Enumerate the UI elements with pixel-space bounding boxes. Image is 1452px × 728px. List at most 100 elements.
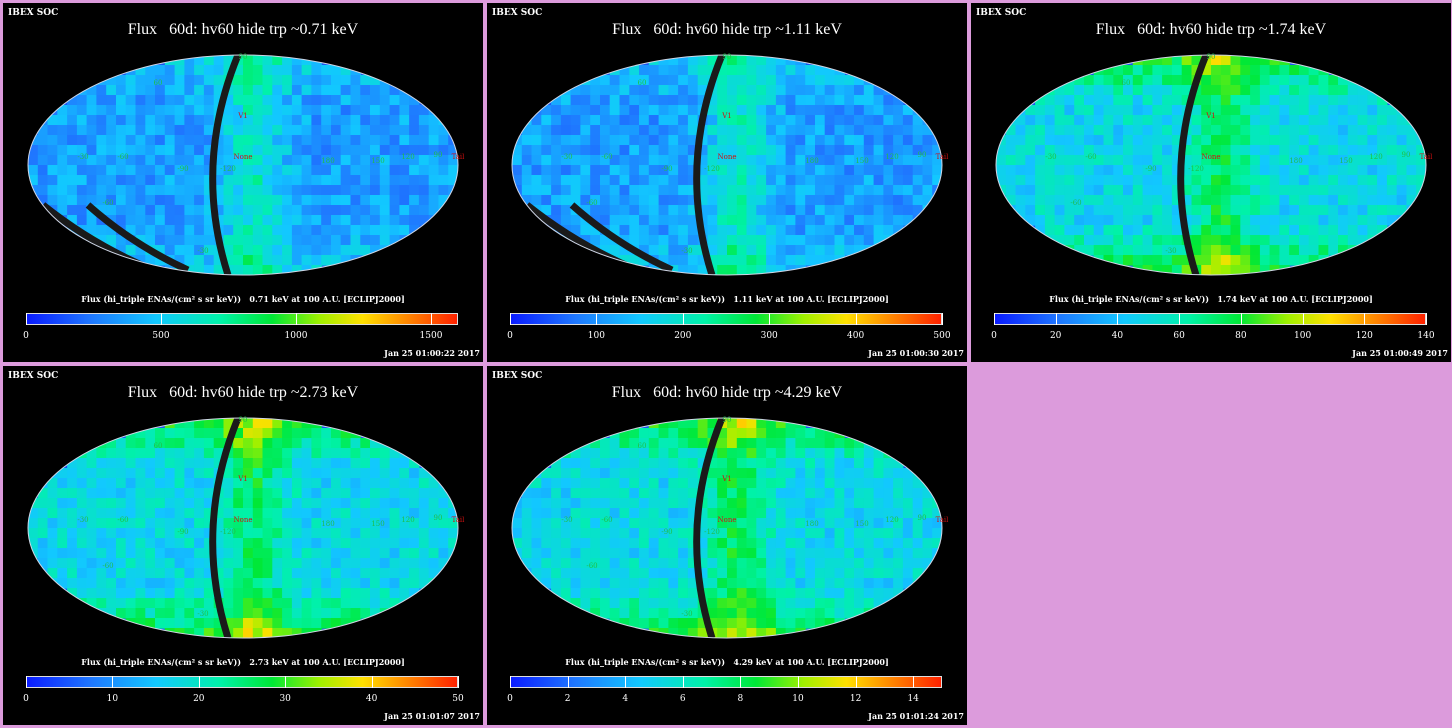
map-pixel	[379, 115, 391, 126]
map-pixel	[321, 618, 332, 629]
map-pixel	[785, 165, 796, 176]
map-pixel	[912, 185, 924, 196]
map-pixel	[282, 468, 293, 479]
map-pixel	[1338, 165, 1349, 176]
map-pixel	[668, 215, 679, 226]
map-pixel	[795, 478, 806, 489]
map-pixel	[795, 538, 806, 549]
map-pixel	[1211, 115, 1222, 126]
map-pixel	[1396, 165, 1408, 176]
map-pixel	[360, 205, 371, 216]
map-pixel	[815, 498, 826, 509]
map-pixel	[272, 225, 283, 236]
map-pixel	[619, 468, 630, 479]
map-pixel	[541, 498, 552, 509]
map-pixel	[639, 75, 650, 86]
map-pixel	[233, 225, 244, 236]
map-pixel	[766, 165, 777, 176]
map-pixel	[301, 105, 312, 116]
map-pixel	[805, 528, 816, 539]
map-pixel	[785, 508, 796, 519]
map-pixel	[47, 185, 58, 196]
map-pixel	[291, 468, 303, 479]
map-pixel	[360, 488, 371, 499]
map-pixel	[863, 165, 875, 176]
map-pixel	[785, 215, 796, 226]
map-pixel	[174, 488, 185, 499]
map-pixel	[805, 588, 816, 599]
map-pixel	[1367, 195, 1378, 206]
map-pixel	[854, 528, 865, 539]
map-pixel	[1093, 145, 1105, 156]
map-pixel	[795, 438, 806, 449]
map-pixel	[1035, 105, 1046, 116]
map-pixel	[399, 538, 410, 549]
map-pixel	[379, 448, 391, 459]
map-pixel	[775, 85, 787, 96]
map-pixel	[775, 105, 787, 116]
map-pixel	[541, 135, 552, 146]
map-pixel	[252, 628, 264, 638]
map-label: None	[718, 516, 737, 524]
map-pixel	[893, 185, 904, 196]
map-pixel	[551, 165, 562, 176]
map-pixel	[815, 488, 826, 499]
map-pixel	[717, 618, 728, 629]
map-pixel	[551, 538, 562, 549]
map-pixel	[262, 55, 273, 66]
map-pixel	[912, 478, 924, 489]
map-pixel	[370, 175, 381, 186]
map-pixel	[648, 65, 660, 76]
map-pixel	[1396, 205, 1408, 216]
map-pixel	[282, 438, 293, 449]
map-pixel	[1181, 205, 1193, 216]
map-pixel	[155, 478, 166, 489]
map-pixel	[1191, 215, 1202, 226]
map-pixel	[902, 205, 914, 216]
map-pixel	[756, 498, 767, 509]
map-pixel	[678, 55, 689, 66]
map-pixel	[252, 458, 264, 469]
map-pixel	[717, 75, 728, 86]
map-pixel	[668, 175, 679, 186]
map-pixel	[272, 245, 283, 256]
map-pixel	[863, 538, 875, 549]
map-pixel	[551, 568, 562, 579]
map-pixel	[145, 85, 156, 96]
map-pixel	[775, 458, 787, 469]
map-pixel	[922, 205, 933, 216]
map-pixel	[340, 478, 352, 489]
map-pixel	[697, 95, 709, 106]
map-pixel	[1328, 145, 1339, 156]
map-pixel	[1152, 235, 1163, 246]
map-pixel	[815, 145, 826, 156]
map-pixel	[272, 185, 283, 196]
map-pixel	[883, 538, 894, 549]
map-pixel	[272, 608, 283, 619]
map-pixel	[580, 478, 591, 489]
map-pixel	[194, 558, 205, 569]
map-pixel	[775, 588, 787, 599]
map-pixel	[570, 548, 581, 559]
colorbar	[26, 676, 458, 688]
map-pixel	[590, 518, 601, 529]
map-pixel	[174, 155, 185, 166]
map-pixel	[203, 135, 215, 146]
map-pixel	[282, 528, 293, 539]
map-pixel	[795, 488, 806, 499]
colorbar-tick-label: 1500	[419, 331, 443, 341]
map-label: 60	[638, 79, 647, 87]
map-pixel	[687, 265, 699, 275]
map-pixel	[321, 215, 332, 226]
map-pixel	[1093, 215, 1105, 226]
map-pixel	[854, 125, 865, 136]
map-pixel	[629, 548, 640, 559]
map-pixel	[1220, 175, 1232, 186]
map-pixel	[1054, 145, 1065, 156]
map-pixel	[658, 175, 669, 186]
map-pixel	[135, 438, 146, 449]
map-pixel	[687, 578, 699, 589]
map-pixel	[560, 498, 572, 509]
map-pixel	[67, 578, 78, 589]
colorbar-tick	[1179, 313, 1181, 325]
